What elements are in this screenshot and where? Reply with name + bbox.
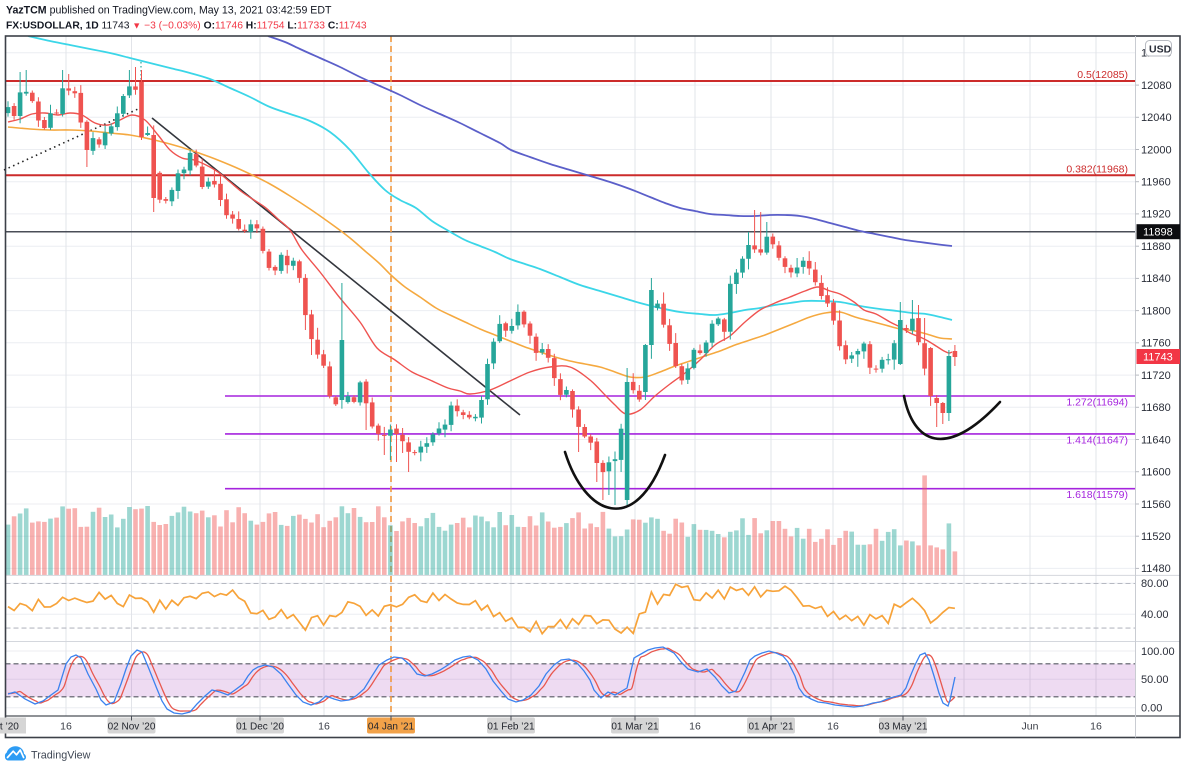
svg-text:11760: 11760 bbox=[1141, 338, 1171, 350]
svg-text:1.618(11579): 1.618(11579) bbox=[1066, 489, 1128, 501]
svg-text:Jun: Jun bbox=[1022, 720, 1039, 732]
svg-text:04 Jan ’21: 04 Jan ’21 bbox=[368, 721, 415, 732]
svg-text:11680: 11680 bbox=[1141, 402, 1171, 414]
svg-text:11960: 11960 bbox=[1141, 177, 1171, 189]
svg-text:FX:USDOLLAR, 1D 11743 ▼ −3 (−: FX:USDOLLAR, 1D 11743 ▼ −3 (−0.03%) O:11… bbox=[6, 21, 367, 32]
svg-text:0.382(11968): 0.382(11968) bbox=[1066, 163, 1128, 175]
svg-text:01 Apr ’21: 01 Apr ’21 bbox=[748, 721, 793, 732]
svg-text:1.414(11647): 1.414(11647) bbox=[1066, 434, 1128, 446]
svg-text:40.00: 40.00 bbox=[1141, 609, 1169, 621]
svg-text:12040: 12040 bbox=[1141, 112, 1172, 124]
svg-text:11743: 11743 bbox=[1143, 351, 1173, 363]
svg-text:11800: 11800 bbox=[1141, 305, 1171, 317]
svg-text:11898: 11898 bbox=[1143, 227, 1173, 239]
svg-text:16: 16 bbox=[318, 720, 330, 732]
svg-text:11600: 11600 bbox=[1141, 467, 1171, 479]
svg-text:16: 16 bbox=[827, 720, 839, 732]
svg-text:16: 16 bbox=[1090, 720, 1102, 732]
svg-text:01 Mar ’21: 01 Mar ’21 bbox=[611, 721, 659, 732]
svg-text:01 Dec ’20: 01 Dec ’20 bbox=[236, 721, 284, 732]
svg-text:12080: 12080 bbox=[1141, 80, 1172, 92]
svg-text:Oct ’20: Oct ’20 bbox=[0, 721, 19, 732]
svg-text:50.00: 50.00 bbox=[1141, 674, 1169, 686]
svg-text:11720: 11720 bbox=[1141, 370, 1171, 382]
svg-text:01 Feb ’21: 01 Feb ’21 bbox=[487, 721, 535, 732]
svg-text:1.272(11694): 1.272(11694) bbox=[1066, 397, 1128, 409]
svg-text:TradingView: TradingView bbox=[31, 750, 91, 762]
svg-text:USD: USD bbox=[1149, 43, 1172, 55]
svg-text:12000: 12000 bbox=[1141, 144, 1172, 156]
svg-text:11920: 11920 bbox=[1141, 209, 1171, 221]
svg-text:11560: 11560 bbox=[1141, 499, 1171, 511]
svg-text:16: 16 bbox=[689, 720, 701, 732]
svg-text:80.00: 80.00 bbox=[1141, 578, 1169, 590]
svg-text:02 Nov ’20: 02 Nov ’20 bbox=[108, 721, 156, 732]
svg-text:11520: 11520 bbox=[1141, 531, 1171, 543]
svg-text:YazTCM published on TradingVie: YazTCM published on TradingView.com, May… bbox=[6, 5, 332, 17]
svg-text:03 May ’21: 03 May ’21 bbox=[879, 721, 928, 732]
svg-text:11480: 11480 bbox=[1141, 563, 1171, 575]
svg-text:16: 16 bbox=[60, 720, 72, 732]
svg-text:11640: 11640 bbox=[1141, 434, 1171, 446]
svg-text:11880: 11880 bbox=[1141, 241, 1171, 253]
svg-text:100.00: 100.00 bbox=[1141, 646, 1175, 658]
svg-text:11840: 11840 bbox=[1141, 273, 1171, 285]
svg-text:0.00: 0.00 bbox=[1141, 703, 1162, 715]
svg-text:0.5(12085): 0.5(12085) bbox=[1077, 69, 1128, 81]
